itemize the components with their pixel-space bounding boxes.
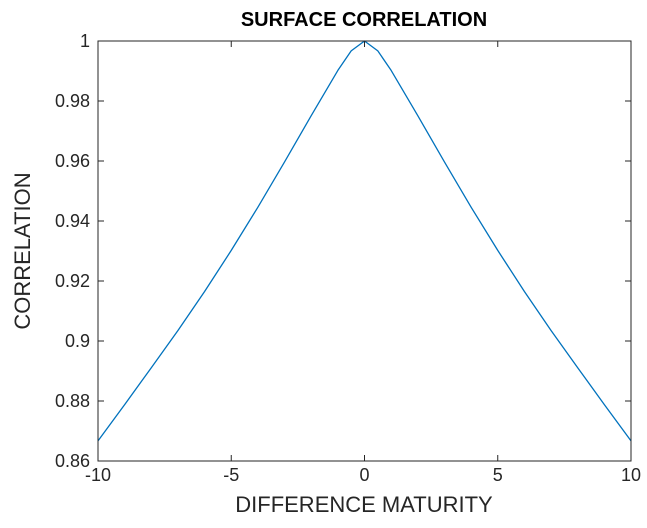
x-tick-label: -5 bbox=[223, 465, 239, 485]
y-tick-label: 0.86 bbox=[55, 451, 90, 471]
y-tick-label: 1 bbox=[80, 31, 90, 51]
y-axis-label: CORRELATION bbox=[10, 172, 35, 329]
y-tick-label: 0.9 bbox=[65, 331, 90, 351]
y-tick-label: 0.92 bbox=[55, 271, 90, 291]
x-axis-label: DIFFERENCE MATURITY bbox=[235, 492, 493, 517]
x-tick-label: -10 bbox=[85, 465, 111, 485]
y-tick-label: 0.94 bbox=[55, 211, 90, 231]
y-tick-label: 0.88 bbox=[55, 391, 90, 411]
y-tick-label: 0.96 bbox=[55, 151, 90, 171]
x-tick-label: 10 bbox=[621, 465, 641, 485]
chart-title: SURFACE CORRELATION bbox=[241, 9, 487, 31]
x-tick-label: 5 bbox=[493, 465, 503, 485]
x-tick-label: 0 bbox=[359, 465, 369, 485]
y-tick-label: 0.98 bbox=[55, 91, 90, 111]
